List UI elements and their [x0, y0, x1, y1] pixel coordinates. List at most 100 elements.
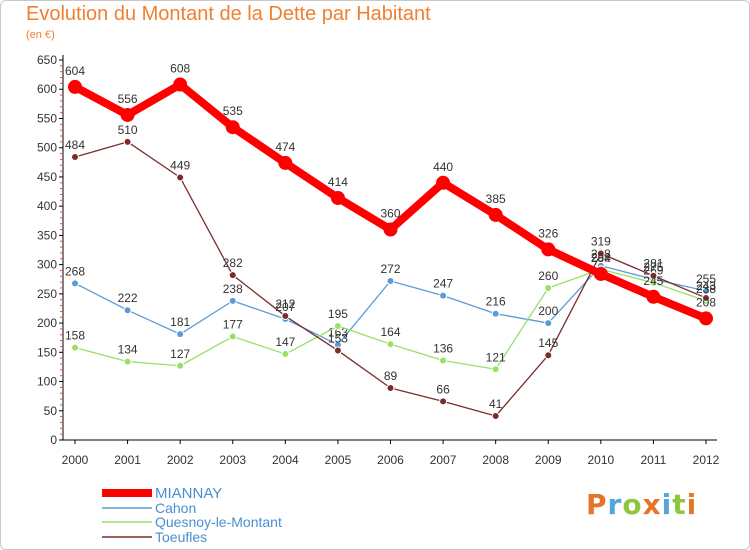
data-point-quesnoy-le-montant	[71, 343, 79, 352]
data-point-miannay	[699, 311, 713, 326]
data-point-miannay	[278, 155, 293, 170]
data-label-cahon: 216	[486, 295, 506, 309]
x-tick-label: 2008	[482, 453, 509, 467]
data-point-toeufles	[386, 383, 395, 392]
x-tick-label: 2003	[219, 453, 246, 467]
data-point-toeufles	[123, 137, 132, 146]
legend-label-toeufles: Toeufles	[155, 529, 207, 545]
data-point-toeufles	[544, 351, 553, 360]
data-point-quesnoy-le-montant	[176, 361, 185, 370]
data-point-cahon	[439, 291, 448, 300]
data-label-quesnoy-le-montant: 136	[433, 341, 453, 355]
x-tick-label: 2012	[693, 453, 720, 467]
y-tick-label: 600	[37, 82, 57, 96]
data-label-miannay: 326	[538, 226, 558, 240]
data-label-toeufles: 212	[275, 297, 295, 311]
x-tick-label: 2000	[62, 453, 89, 467]
data-point-cahon	[491, 309, 500, 318]
data-point-quesnoy-le-montant	[228, 332, 237, 341]
data-point-miannay	[593, 266, 608, 281]
chart-title: Evolution du Montant de la Dette par Hab…	[26, 3, 431, 25]
data-point-quesnoy-le-montant	[439, 356, 448, 365]
legend-label-cahon: Cahon	[155, 500, 196, 516]
data-point-toeufles	[71, 153, 79, 162]
data-point-quesnoy-le-montant	[123, 357, 132, 366]
data-point-cahon	[176, 330, 185, 339]
data-label-miannay: 556	[118, 92, 138, 106]
data-point-cahon	[386, 276, 395, 285]
data-label-quesnoy-le-montant: 127	[170, 347, 190, 361]
data-point-cahon	[123, 306, 132, 315]
data-label-cahon: 222	[118, 291, 138, 305]
y-tick-label: 50	[44, 404, 58, 418]
x-tick-label: 2006	[377, 453, 404, 467]
x-tick-label: 2009	[535, 453, 562, 467]
data-point-quesnoy-le-montant	[333, 322, 342, 330]
data-label-quesnoy-le-montant: 164	[380, 325, 400, 339]
y-tick-label: 100	[37, 375, 57, 389]
data-label-cahon: 268	[65, 264, 85, 278]
data-label-toeufles: 281	[643, 257, 663, 271]
y-tick-label: 450	[37, 170, 57, 184]
legend-label-miannay: MIANNAY	[155, 485, 222, 502]
data-label-quesnoy-le-montant: 195	[328, 307, 348, 321]
x-tick-label: 2004	[272, 453, 299, 467]
data-label-cahon: 181	[170, 315, 190, 329]
data-label-toeufles: 41	[489, 397, 503, 411]
chart-subtitle: (en €)	[26, 29, 55, 41]
x-tick-label: 2007	[430, 453, 457, 467]
y-tick-label: 300	[37, 258, 57, 272]
legend-label-quesnoy-le-montant: Quesnoy-le-Montant	[155, 514, 282, 530]
data-point-toeufles	[228, 271, 237, 280]
y-tick-label: 150	[37, 345, 57, 359]
data-label-miannay: 245	[643, 274, 663, 288]
y-tick-label: 0	[50, 433, 57, 447]
data-label-quesnoy-le-montant: 121	[486, 350, 506, 364]
data-point-quesnoy-le-montant	[544, 284, 553, 292]
y-tick-label: 650	[37, 53, 57, 67]
data-point-quesnoy-le-montant	[281, 350, 290, 359]
data-point-miannay	[225, 120, 240, 135]
data-label-cahon: 207	[275, 300, 295, 314]
data-label-quesnoy-le-montant: 177	[223, 318, 243, 332]
data-label-toeufles: 510	[118, 123, 138, 137]
x-tick-label: 2001	[114, 453, 141, 467]
data-point-miannay	[330, 190, 345, 205]
data-label-cahon: 275	[643, 260, 663, 274]
data-point-miannay	[488, 207, 503, 222]
data-label-toeufles: 89	[384, 369, 398, 383]
y-tick-label: 500	[37, 141, 57, 155]
data-label-miannay: 440	[433, 160, 453, 174]
data-point-miannay	[173, 77, 188, 92]
data-point-toeufles	[491, 412, 500, 421]
data-label-miannay: 208	[696, 295, 716, 309]
data-label-cahon: 255	[696, 272, 716, 286]
data-label-toeufles: 66	[436, 382, 450, 396]
data-point-miannay	[68, 79, 82, 94]
data-point-miannay	[436, 175, 451, 190]
proxiti-logo: Proxiti	[586, 488, 698, 521]
data-label-miannay: 385	[486, 192, 506, 206]
data-label-quesnoy-le-montant: 238	[696, 282, 716, 296]
data-label-cahon: 238	[223, 282, 243, 296]
data-label-miannay: 604	[65, 64, 85, 78]
data-label-quesnoy-le-montant: 260	[538, 269, 558, 283]
data-label-quesnoy-le-montant: 158	[65, 329, 85, 343]
data-point-toeufles	[281, 312, 290, 321]
y-tick-label: 350	[37, 228, 57, 242]
data-point-miannay	[383, 222, 398, 237]
data-point-toeufles	[702, 293, 710, 302]
data-point-cahon	[228, 296, 237, 305]
data-label-cahon: 272	[380, 262, 400, 276]
y-tick-label: 550	[37, 111, 57, 125]
data-point-cahon	[544, 319, 553, 328]
data-point-toeufles	[333, 346, 342, 355]
x-tick-label: 2002	[167, 453, 194, 467]
data-point-miannay	[646, 289, 661, 304]
data-label-miannay: 608	[170, 62, 190, 76]
data-point-cahon	[71, 279, 79, 288]
x-tick-label: 2011	[641, 453, 667, 467]
data-point-miannay	[120, 107, 135, 122]
data-label-miannay: 284	[591, 251, 611, 265]
